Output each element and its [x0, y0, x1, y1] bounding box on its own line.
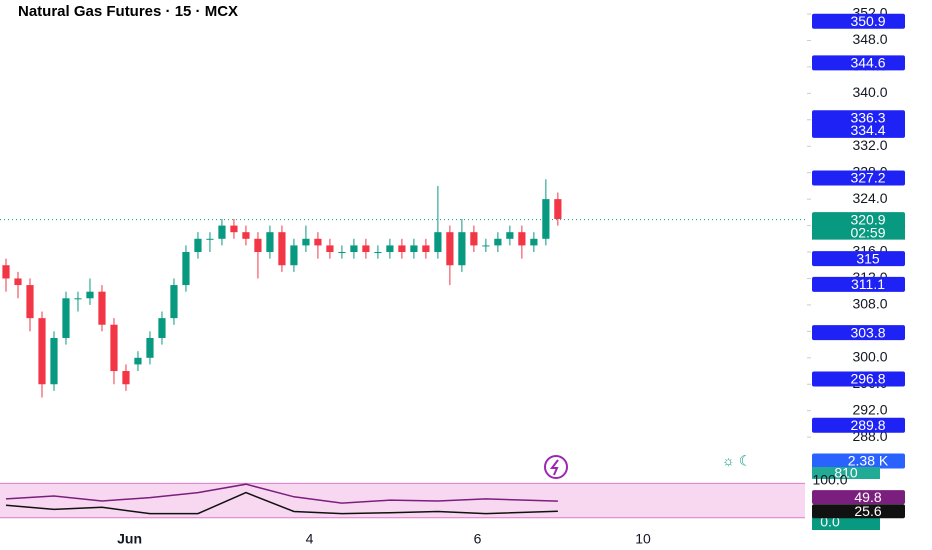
candle-body: [350, 245, 358, 253]
candle-body: [422, 245, 430, 253]
candle-body: [242, 232, 250, 239]
y-tick-label: 332.0: [852, 137, 887, 153]
volume-ma-label: 810: [834, 465, 858, 481]
candle-body: [374, 252, 382, 254]
y-tick-label: 300.0: [852, 349, 887, 365]
x-tick-label: 10: [635, 531, 651, 547]
level-label: 315: [856, 250, 880, 266]
rsi-line: [5, 483, 558, 504]
candle-body: [446, 232, 454, 266]
candle-body: [86, 291, 94, 299]
candle-body: [278, 232, 286, 266]
session-icon: ☼ ☾: [722, 453, 751, 469]
rsi-zero-bg: [812, 516, 880, 530]
rsi-tick-label: 100.0: [812, 472, 847, 488]
candle-body: [206, 238, 214, 240]
volume-label: 2.38 K: [848, 453, 889, 469]
candle-body: [122, 371, 130, 385]
level-label-bg: [812, 170, 905, 186]
rsi-value-label-bg: [812, 490, 905, 505]
candle-body: [38, 318, 46, 385]
x-tick-label: Jun: [117, 531, 142, 547]
candle-body: [458, 232, 466, 266]
candle-body: [62, 298, 70, 338]
candle-body: [338, 252, 346, 254]
candle-body: [98, 291, 106, 325]
level-label: 303.8: [850, 324, 885, 340]
candle-body: [110, 324, 118, 372]
candle-body: [302, 238, 310, 246]
volume-ma-bg: [812, 467, 880, 479]
level-label: 327.2: [850, 170, 885, 186]
rsi-value-label: 25.6: [854, 503, 881, 519]
level-label-bg: [812, 251, 905, 267]
candle-body: [542, 199, 550, 239]
candle-body: [410, 245, 418, 253]
candle-body: [530, 238, 538, 246]
level-label-bg: [812, 13, 905, 29]
last-price-label: 320.9: [850, 211, 885, 227]
level-label: 296.8: [850, 371, 885, 387]
level-label-bg: [812, 55, 905, 71]
level-label: 289.8: [850, 417, 885, 433]
candle-body: [194, 238, 202, 253]
candle-body: [326, 245, 334, 253]
candle-body: [50, 337, 58, 385]
countdown-bg: [812, 226, 905, 240]
y-tick-label: 340.0: [852, 84, 887, 100]
candle-body: [398, 245, 406, 253]
rsi-value-label: 49.8: [854, 489, 881, 505]
level-label-bg: [812, 325, 905, 341]
level-label: 350.9: [850, 13, 885, 29]
candle-body: [482, 245, 490, 247]
candle-body: [290, 245, 298, 266]
x-tick-label: 6: [474, 531, 482, 547]
level-label-bg: [812, 417, 905, 433]
candle-body: [74, 298, 82, 300]
y-tick-label: 292.0: [852, 401, 887, 417]
candle-body: [314, 238, 322, 246]
candle-body: [386, 245, 394, 253]
candle-body: [14, 278, 22, 286]
candle-body: [146, 337, 154, 358]
y-tick-label: 308.0: [852, 296, 887, 312]
candle-body: [494, 238, 502, 246]
candle-body: [158, 318, 166, 338]
volume-label-bg: [812, 453, 905, 469]
level-label: 334.4: [850, 122, 885, 138]
candle-body: [554, 199, 562, 219]
candle-body: [134, 357, 142, 365]
level-label: 311.1: [851, 276, 885, 292]
level-label: 344.6: [850, 55, 885, 71]
candle-body: [434, 232, 442, 253]
candle-body: [230, 225, 238, 233]
level-label-bg: [812, 276, 905, 292]
last-price-label-bg: [812, 212, 905, 228]
candle-body: [506, 232, 514, 239]
candle-body: [2, 265, 10, 279]
y-tick-label: 324.0: [852, 190, 887, 206]
level-label-bg: [812, 122, 905, 138]
candle-body: [218, 225, 226, 239]
candle-body: [470, 232, 478, 246]
rsi-value-label-bg: [812, 504, 905, 519]
chart-title: Natural Gas Futures · 15 · MCX: [18, 3, 238, 20]
x-tick-label: 4: [306, 531, 314, 547]
candle-body: [362, 245, 370, 253]
level-label-bg: [812, 110, 905, 126]
candle-body: [254, 238, 262, 253]
alert-bolt: [550, 459, 559, 476]
candle-body: [518, 232, 526, 246]
candle-body: [26, 285, 34, 319]
candle-body: [170, 285, 178, 319]
candle-body: [182, 252, 190, 286]
level-label-bg: [812, 371, 905, 387]
rsi-line: [5, 491, 558, 515]
y-tick-label: 348.0: [852, 31, 887, 47]
countdown: 02:59: [850, 224, 885, 240]
candle-body: [266, 232, 274, 253]
level-label: 336.3: [850, 110, 885, 126]
